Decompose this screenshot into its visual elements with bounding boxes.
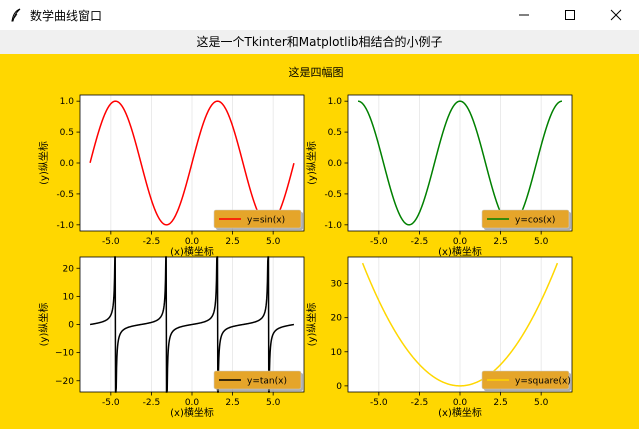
x-axis-label: (x)横坐标 <box>170 406 214 419</box>
subplot-cos: -5.0 -2.5 0.0 2.5 5.0 -1.0 -0.5 0.0 0.5 1.0 (x)横坐标… <box>306 94 573 258</box>
legend: y=square(x) <box>481 370 571 391</box>
y-tick-label: 0.0 <box>328 159 343 169</box>
y-tick-label: 10 <box>331 348 343 358</box>
minimize-icon <box>518 6 530 25</box>
legend-box <box>213 370 302 390</box>
x-tick-label: 2.5 <box>493 398 507 408</box>
minimize-button[interactable] <box>501 0 547 30</box>
matplotlib-figure: 这是四幅图 -5.0 -2.5 0.0 2.5 5.0 -1.0 -0.5 0.0 0.5 1.0… <box>0 54 639 429</box>
window-title: 数学曲线窗口 <box>30 9 103 23</box>
x-tick-label: 5.0 <box>534 398 549 408</box>
figure-canvas: 这是四幅图 -5.0 -2.5 0.0 2.5 5.0 -1.0 -0.5 0.0 0.5 1.0… <box>38 65 573 419</box>
series-line-cos <box>358 100 562 226</box>
x-tick-label: -5.0 <box>102 237 120 247</box>
y-tick-label: −10 <box>55 349 74 359</box>
y-tick-label: 30 <box>331 280 343 290</box>
legend: y=tan(x) <box>213 370 303 391</box>
x-tick-label: 5.0 <box>266 398 281 408</box>
subplot-square: -5.0 -2.5 0.0 2.5 5.0 0 10 20 30 (x)横坐标 (y)纵坐标 y=sq… <box>306 256 573 419</box>
y-tick-label: 20 <box>63 264 75 274</box>
y-tick-label: 1.0 <box>60 97 75 107</box>
legend: y=cos(x) <box>481 209 571 230</box>
y-axis-label: (y)纵坐标 <box>38 303 50 347</box>
y-tick-label: −20 <box>55 377 74 387</box>
title-bar[interactable]: 数学曲线窗口 <box>0 0 639 30</box>
y-tick-label: 0.5 <box>60 128 74 138</box>
x-tick-label: -5.0 <box>102 398 120 408</box>
x-tick-label: 0.0 <box>453 237 468 247</box>
figure-title: 这是四幅图 <box>289 65 344 79</box>
y-axis-label: (y)纵坐标 <box>306 141 318 185</box>
x-axis-label: (x)横坐标 <box>170 245 214 258</box>
x-tick-label: 2.5 <box>493 237 507 247</box>
y-tick-label: 0.0 <box>60 159 75 169</box>
series-line-square <box>361 262 559 387</box>
close-icon <box>610 6 622 25</box>
close-button[interactable] <box>593 0 639 30</box>
y-tick-label: 10 <box>63 292 75 302</box>
y-tick-label: 0 <box>336 382 342 392</box>
legend: y=sin(x) <box>213 209 303 230</box>
y-tick-label: 0 <box>68 321 74 331</box>
x-tick-label: 5.0 <box>266 237 281 247</box>
x-tick-label: 0.0 <box>185 398 200 408</box>
x-tick-label: 0.0 <box>185 237 200 247</box>
legend-label: y=tan(x) <box>247 377 287 387</box>
legend-label: y=square(x) <box>515 377 571 387</box>
y-axis-label: (y)纵坐标 <box>306 303 318 347</box>
x-tick-label: -2.5 <box>411 398 429 408</box>
y-tick-label: -0.5 <box>324 190 342 200</box>
legend-label: y=cos(x) <box>515 216 555 226</box>
series-line-tan <box>89 256 295 393</box>
y-tick-label: -0.5 <box>56 190 74 200</box>
feather-icon <box>8 7 24 23</box>
x-tick-label: 5.0 <box>534 237 549 247</box>
x-tick-label: 2.5 <box>225 237 239 247</box>
x-axis-label: (x)横坐标 <box>438 245 482 258</box>
legend-box <box>213 209 302 229</box>
legend-label: y=sin(x) <box>247 216 285 226</box>
subplot-sin: -5.0 -2.5 0.0 2.5 5.0 -1.0 -0.5 0.0 0.5 1.0 (x)横坐标… <box>38 94 305 258</box>
info-label: 这是一个Tkinter和Matplotlib相结合的小例子 <box>0 30 639 54</box>
x-tick-label: -2.5 <box>143 237 161 247</box>
x-tick-label: -5.0 <box>370 398 388 408</box>
legend-box <box>481 370 570 390</box>
maximize-button[interactable] <box>547 0 593 30</box>
x-axis-label: (x)横坐标 <box>438 406 482 419</box>
x-tick-label: -2.5 <box>411 237 429 247</box>
legend-box <box>481 209 570 229</box>
x-tick-label: -2.5 <box>143 398 161 408</box>
maximize-icon <box>564 6 576 25</box>
subplot-tan: -5.0 -2.5 0.0 2.5 5.0 −20 −10 0 10 20 (x)横坐标 (y)纵坐标… <box>38 256 305 419</box>
x-tick-label: -5.0 <box>370 237 388 247</box>
x-tick-label: 0.0 <box>453 398 468 408</box>
x-tick-label: 2.5 <box>225 398 239 408</box>
y-tick-label: 20 <box>331 314 343 324</box>
y-tick-label: -1.0 <box>56 221 74 231</box>
y-tick-label: 0.5 <box>328 128 342 138</box>
y-axis-label: (y)纵坐标 <box>38 141 50 185</box>
y-tick-label: 1.0 <box>328 97 343 107</box>
y-tick-label: -1.0 <box>324 221 342 231</box>
